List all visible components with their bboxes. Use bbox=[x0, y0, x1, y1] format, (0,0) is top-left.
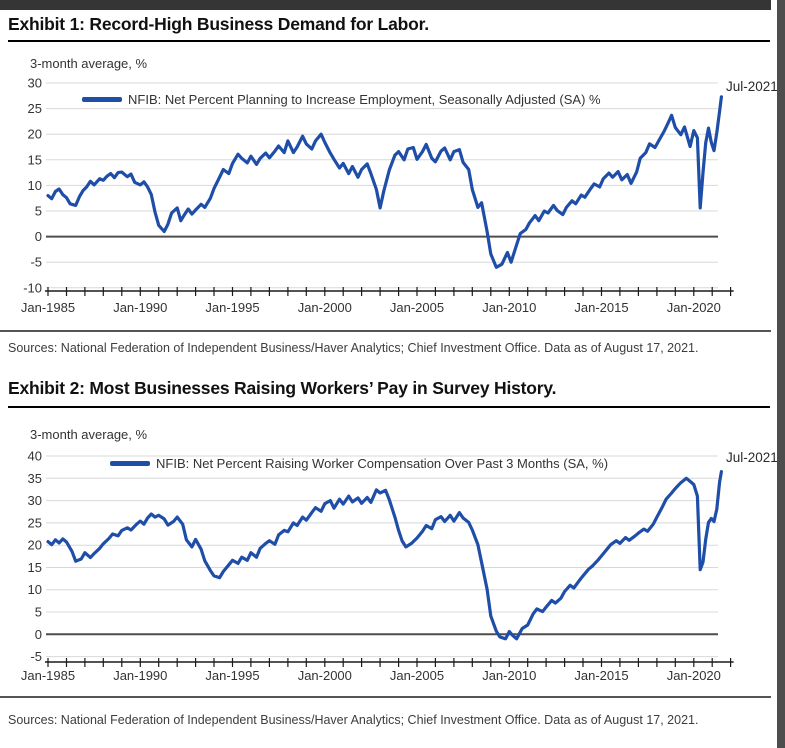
svg-text:-5: -5 bbox=[30, 649, 42, 664]
svg-text:10: 10 bbox=[28, 178, 42, 193]
exhibit2-title: Exhibit 2: Most Businesses Raising Worke… bbox=[8, 378, 557, 398]
svg-text:Jan-1985: Jan-1985 bbox=[21, 300, 75, 315]
exhibit1-title: Exhibit 1: Record-High Business Demand f… bbox=[8, 14, 429, 34]
right-edge-bar bbox=[777, 0, 785, 748]
top-edge-bar bbox=[0, 0, 771, 10]
svg-text:Jan-2020: Jan-2020 bbox=[667, 300, 721, 315]
exhibit2-axis-unit-label: 3-month average, % bbox=[30, 427, 148, 442]
exhibit2-legend-line-swatch bbox=[110, 461, 150, 466]
exhibit1-axis-unit-label: 3-month average, % bbox=[30, 56, 148, 71]
svg-text:Jan-2010: Jan-2010 bbox=[482, 300, 536, 315]
svg-text:0: 0 bbox=[35, 229, 42, 244]
svg-text:Jan-2005: Jan-2005 bbox=[390, 668, 444, 683]
svg-text:40: 40 bbox=[28, 449, 42, 464]
exhibit2-legend-label: NFIB: Net Percent Raising Worker Compens… bbox=[156, 456, 609, 471]
svg-text:-5: -5 bbox=[30, 255, 42, 270]
svg-text:30: 30 bbox=[28, 493, 42, 508]
svg-text:Jan-1995: Jan-1995 bbox=[205, 668, 259, 683]
svg-text:20: 20 bbox=[28, 538, 42, 553]
exhibit2-title-rule bbox=[8, 406, 770, 408]
exhibit1-legend-line-swatch bbox=[82, 97, 122, 102]
svg-text:Jan-2000: Jan-2000 bbox=[298, 300, 352, 315]
svg-text:-10: -10 bbox=[23, 280, 42, 295]
svg-text:30: 30 bbox=[28, 76, 42, 91]
exhibit1-legend: NFIB: Net Percent Planning to Increase E… bbox=[82, 92, 601, 107]
svg-text:25: 25 bbox=[28, 515, 42, 530]
svg-text:15: 15 bbox=[28, 152, 42, 167]
svg-text:25: 25 bbox=[28, 101, 42, 116]
svg-text:5: 5 bbox=[35, 605, 42, 620]
svg-text:Jan-1985: Jan-1985 bbox=[21, 668, 75, 683]
exhibit2-sources: Sources: National Federation of Independ… bbox=[8, 713, 699, 727]
exhibit2-legend: NFIB: Net Percent Raising Worker Compens… bbox=[110, 456, 608, 471]
svg-text:Jan-1990: Jan-1990 bbox=[113, 668, 167, 683]
svg-text:5: 5 bbox=[35, 204, 42, 219]
exhibit1-title-rule bbox=[8, 40, 770, 42]
svg-text:Jan-2020: Jan-2020 bbox=[667, 668, 721, 683]
exhibit1-sources-rule bbox=[0, 330, 771, 332]
svg-text:15: 15 bbox=[28, 560, 42, 575]
svg-text:35: 35 bbox=[28, 471, 42, 486]
svg-text:Jan-1990: Jan-1990 bbox=[113, 300, 167, 315]
exhibit1-legend-label: NFIB: Net Percent Planning to Increase E… bbox=[128, 92, 601, 107]
svg-text:Jan-2010: Jan-2010 bbox=[482, 668, 536, 683]
exhibit1-line-chart: 30 25 20 15 10 5 0 -5 -10 Jan-1985 Jan-1990 Jan-199… bbox=[21, 76, 734, 315]
exhibit1-sources: Sources: National Federation of Independ… bbox=[8, 341, 699, 355]
svg-text:10: 10 bbox=[28, 582, 42, 597]
exhibit2-sources-rule bbox=[0, 696, 771, 698]
svg-text:0: 0 bbox=[35, 627, 42, 642]
svg-text:Jan-1995: Jan-1995 bbox=[205, 300, 259, 315]
svg-text:20: 20 bbox=[28, 127, 42, 142]
exhibit2-line-chart: 40 35 30 25 20 15 10 5 0 -5 Jan-1985 Jan-1990 Jan-19… bbox=[21, 449, 734, 683]
exhibit1-latest-point-annotation: Jul-2021 bbox=[726, 79, 778, 94]
svg-text:Jan-2000: Jan-2000 bbox=[298, 668, 352, 683]
svg-text:Jan-2005: Jan-2005 bbox=[390, 300, 444, 315]
svg-text:Jan-2015: Jan-2015 bbox=[574, 668, 628, 683]
exhibit2-latest-point-annotation: Jul-2021 bbox=[726, 450, 778, 465]
svg-text:Jan-2015: Jan-2015 bbox=[574, 300, 628, 315]
